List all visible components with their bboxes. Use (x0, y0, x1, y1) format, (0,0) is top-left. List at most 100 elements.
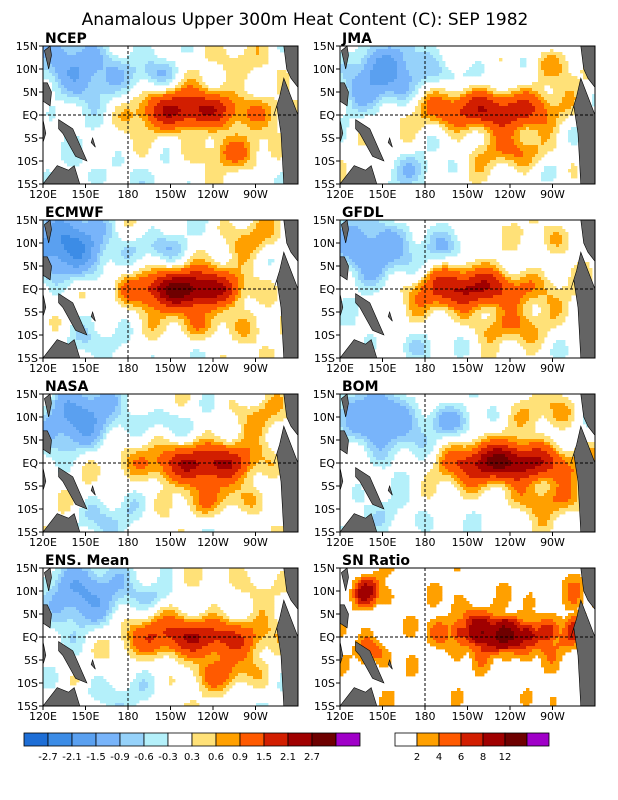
legend-label: 12 (499, 752, 512, 763)
x-tick-label: 120E (29, 536, 57, 549)
y-tick-label: 5N (320, 86, 335, 99)
x-tick-label: 180 (415, 188, 436, 201)
y-tick-label: 15N (313, 388, 335, 401)
legend-label: -0.9 (110, 752, 130, 763)
x-tick-label: 150W (452, 188, 484, 201)
x-tick-label: 120E (29, 188, 57, 201)
legend-label: -0.3 (158, 752, 178, 763)
y-tick-label: 5S (24, 654, 38, 667)
legend-label: 4 (436, 752, 442, 763)
panel-title: JMA (341, 31, 372, 47)
y-tick-label: 10S (314, 503, 335, 516)
y-tick-label: 10N (313, 63, 335, 76)
x-tick-label: 120E (326, 188, 354, 201)
legend-swatch (71, 732, 97, 747)
x-tick-label: 120E (29, 710, 57, 723)
land-mass (340, 293, 344, 317)
land-mass (580, 568, 595, 610)
legend-swatch (95, 732, 121, 747)
y-tick-label: 15S (314, 700, 335, 713)
y-tick-label: 5N (320, 608, 335, 621)
x-tick-label: 90W (540, 536, 565, 549)
x-tick-label: 90W (540, 362, 565, 375)
legend-swatch (482, 732, 506, 747)
x-tick-label: 90W (243, 710, 268, 723)
y-tick-label: 5N (320, 260, 335, 273)
land-mass (43, 293, 47, 317)
y-tick-label: 10S (314, 155, 335, 168)
land-mass (43, 430, 52, 455)
land-mass (43, 165, 81, 184)
heatmap-field (43, 394, 298, 532)
land-mass (340, 339, 378, 358)
x-tick-label: 120W (494, 536, 526, 549)
heatmap-field (43, 568, 298, 706)
land-mass (58, 641, 88, 684)
x-tick-label: 120W (197, 710, 229, 723)
y-tick-label: 5S (321, 654, 335, 667)
legend-swatch (394, 732, 418, 747)
legend-swatch (119, 732, 145, 747)
y-tick-label: 5S (321, 480, 335, 493)
land-mass (580, 46, 595, 88)
y-tick-label: 5S (321, 132, 335, 145)
heatmap-field (340, 46, 595, 184)
land-mass (43, 339, 81, 358)
legend-label: -1.5 (86, 752, 106, 763)
land-mass (90, 310, 96, 322)
heatmap-field (340, 568, 595, 706)
x-tick-label: 150W (155, 710, 187, 723)
x-tick-label: 150W (155, 362, 187, 375)
land-mass (283, 220, 298, 262)
x-tick-label: 150E (369, 710, 397, 723)
legend-swatch (143, 732, 169, 747)
land-mass (387, 136, 393, 148)
land-mass (43, 513, 81, 532)
y-tick-label: EQ (22, 631, 38, 644)
land-mass (340, 641, 344, 665)
heatmap-field (43, 46, 298, 184)
y-tick-label: 15N (16, 214, 38, 227)
y-tick-label: 5N (23, 260, 38, 273)
legend-label: 2.7 (304, 752, 320, 763)
land-mass (355, 293, 385, 336)
y-tick-label: 10S (17, 155, 38, 168)
y-tick-label: 15N (16, 40, 38, 53)
x-tick-label: 120W (494, 362, 526, 375)
y-tick-label: 15S (314, 352, 335, 365)
y-tick-label: 5S (321, 306, 335, 319)
x-tick-label: 120W (197, 362, 229, 375)
panel-title: NASA (45, 379, 89, 395)
legend-label: -2.1 (62, 752, 82, 763)
land-mass (90, 658, 96, 670)
y-tick-label: 10N (16, 63, 38, 76)
y-tick-label: 10N (313, 585, 335, 598)
heatmap-field (340, 394, 595, 532)
panel-title: GFDL (342, 205, 384, 221)
x-tick-label: 120W (494, 188, 526, 201)
y-tick-label: 10S (17, 677, 38, 690)
y-tick-label: 5S (24, 480, 38, 493)
legend-swatch (191, 732, 217, 747)
y-tick-label: 10S (314, 677, 335, 690)
land-mass (340, 604, 349, 629)
x-tick-label: 150E (72, 710, 100, 723)
y-tick-label: 10N (16, 585, 38, 598)
legend-swatch (23, 732, 49, 747)
x-tick-label: 150W (452, 362, 484, 375)
x-tick-label: 120E (29, 362, 57, 375)
y-tick-label: 15S (17, 526, 38, 539)
x-tick-label: 90W (243, 188, 268, 201)
y-tick-label: EQ (22, 283, 38, 296)
land-mass (90, 136, 96, 148)
y-tick-label: 15N (16, 388, 38, 401)
x-tick-label: 180 (415, 536, 436, 549)
land-mass (43, 604, 52, 629)
land-mass (283, 394, 298, 436)
land-mass (58, 467, 88, 510)
y-tick-label: 15N (16, 562, 38, 575)
